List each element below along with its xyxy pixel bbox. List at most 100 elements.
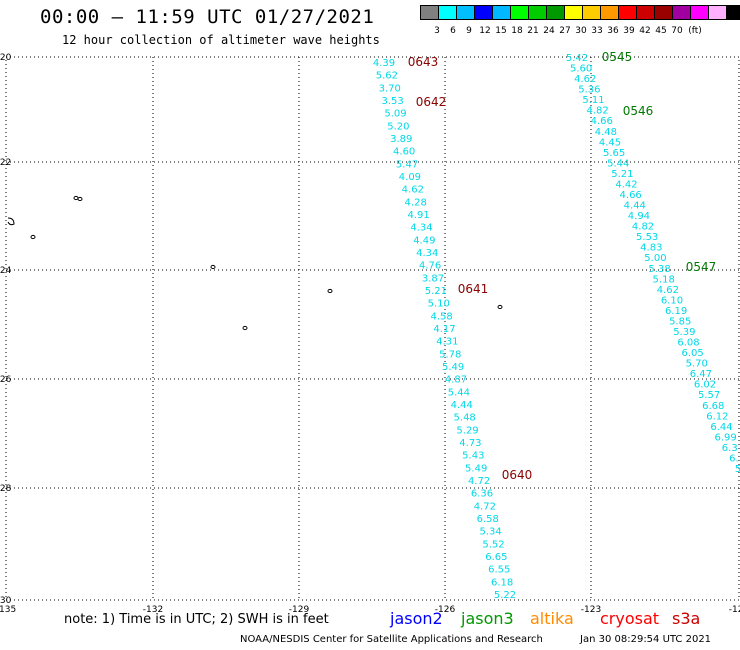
wave-height-value: 4.91 <box>407 210 429 221</box>
color-legend-label: 45 <box>655 26 667 36</box>
wave-height-value: 5.85 <box>669 316 691 327</box>
color-legend-label: 12 <box>479 26 491 36</box>
wave-height-value: 3.70 <box>379 83 401 94</box>
island <box>77 196 83 202</box>
wave-height-value: 5.21 <box>611 169 633 180</box>
pass-time-label: 0642 <box>416 95 447 109</box>
wave-height-value: 4.94 <box>628 211 650 222</box>
wave-height-value: 4.48 <box>595 127 617 138</box>
wave-height-value: 6.02 <box>694 380 716 391</box>
map-title: 00:00 – 11:59 UTC 01/27/2021 <box>40 6 375 28</box>
wave-height-value: 4.62 <box>657 285 679 296</box>
latitude-tick-label: -30 <box>0 596 12 606</box>
wave-height-value: 6.99 <box>714 432 736 443</box>
wave-height-value: 5.10 <box>428 299 450 310</box>
color-legend-label: 6 <box>450 26 456 36</box>
wave-height-value: 5.49 <box>442 362 464 373</box>
wave-height-value: 4.82 <box>632 222 654 233</box>
wave-height-value: 5.70 <box>686 359 708 370</box>
latitude-tick-label: -28 <box>0 484 12 494</box>
wave-height-value: 6.47 <box>690 369 712 380</box>
wave-height-value: 4.87 <box>445 375 467 386</box>
wave-height-value: 4.17 <box>433 324 455 335</box>
generated-timestamp: Jan 30 08:29:54 UTC 2021 <box>580 634 712 645</box>
island <box>497 304 503 310</box>
wave-height-value: 6.68 <box>702 401 724 412</box>
wave-height-value: 6.10 <box>661 295 683 306</box>
island <box>327 288 333 294</box>
wave-height-value: 4.44 <box>451 400 473 411</box>
wave-height-value: 4.09 <box>399 172 421 183</box>
wave-height-value: 6.36 <box>471 489 493 500</box>
map-frame <box>5 56 740 601</box>
credit-text: NOAA/NESDIS Center for Satellite Applica… <box>240 634 543 645</box>
satellite-name-altika: altika <box>530 609 574 628</box>
wave-height-value: 5.00 <box>644 253 666 264</box>
pass-time-label: 0641 <box>458 282 489 296</box>
color-legend-label: 24 <box>543 26 555 36</box>
wave-height-value: 5.78 <box>439 349 461 360</box>
island <box>73 195 79 201</box>
wave-height-value: 6.18 <box>491 577 513 588</box>
wave-height-value: 5.20 <box>387 121 409 132</box>
wave-height-value: 6.3 <box>722 443 738 454</box>
pass-time-label: 0643 <box>408 55 439 69</box>
wave-height-value: 5.42 <box>566 53 588 64</box>
color-legend-label: 21 <box>527 26 539 36</box>
wave-height-value: 5.44 <box>448 387 470 398</box>
wave-height-value: 5.53 <box>636 232 658 243</box>
wave-height-value: 5.34 <box>479 527 501 538</box>
wave-height-value: 4.72 <box>474 501 496 512</box>
wave-height-value: 5.22 <box>494 590 516 601</box>
longitude-tick-label: -132 <box>143 605 163 615</box>
wave-height-value: 5.62 <box>376 71 398 82</box>
color-legend: 3 6 9 12 15 18 21 24 27 30 33 36 39 42 45 70 (ft) <box>420 5 740 36</box>
wave-height-value: 3.53 <box>382 96 404 107</box>
island <box>242 325 248 331</box>
latitude-tick-label: -26 <box>0 375 12 385</box>
wave-height-value: 4.31 <box>436 337 458 348</box>
wave-height-value: 4.82 <box>587 106 609 117</box>
color-legend-label: 36 <box>607 26 619 36</box>
wave-height-value: 4.28 <box>405 197 427 208</box>
wave-height-value: 3.87 <box>422 273 444 284</box>
color-legend-label: 27 <box>559 26 571 36</box>
wave-height-value: 5.60 <box>570 64 592 75</box>
wave-height-value: 5.38 <box>648 264 670 275</box>
pass-time-label: 0640 <box>502 468 533 482</box>
wave-height-value: 4.83 <box>640 243 662 254</box>
island <box>210 264 216 270</box>
satellite-name-cryosat: cryosat <box>600 609 660 628</box>
color-legend-label: 39 <box>623 26 635 36</box>
wave-height-value: 4.73 <box>459 438 481 449</box>
pass-time-label: 0547 <box>686 260 717 274</box>
latitude-tick-label: -20 <box>0 53 12 63</box>
latitude-tick-label: -22 <box>0 158 11 168</box>
wave-height-value: 6.44 <box>710 422 732 433</box>
color-legend-label: 15 <box>495 26 507 36</box>
wave-height-value: 5.57 <box>698 390 720 401</box>
wave-height-value: 4.76 <box>419 261 441 272</box>
map-subtitle: 12 hour collection of altimeter wave hei… <box>62 33 380 47</box>
wave-height-value: 5.29 <box>456 425 478 436</box>
wave-height-value: 4.58 <box>430 311 452 322</box>
color-legend-label: 9 <box>466 26 472 36</box>
wave-height-value: 5.49 <box>465 463 487 474</box>
wave-height-value: 4.34 <box>416 248 438 259</box>
wave-height-value: 4.49 <box>413 235 435 246</box>
pass-time-label: 0545 <box>602 50 633 64</box>
longitude-tick-label: -126 <box>435 605 456 615</box>
color-legend-label: 42 <box>639 26 651 36</box>
wave-height-value: 5.43 <box>462 451 484 462</box>
wave-height-value: 5 <box>735 464 740 475</box>
wave-height-value: 4.66 <box>620 190 642 201</box>
wave-height-value: 6.05 <box>681 348 703 359</box>
wave-height-value: 4.39 <box>373 58 395 69</box>
wave-height-value: 4.34 <box>410 223 432 234</box>
satellite-name-jason3: jason3 <box>461 609 514 628</box>
color-legend-label: 33 <box>591 26 603 36</box>
wave-height-value: 5.52 <box>482 539 504 550</box>
wave-height-value: 5.39 <box>673 327 695 338</box>
wave-height-value: 3.89 <box>390 134 412 145</box>
